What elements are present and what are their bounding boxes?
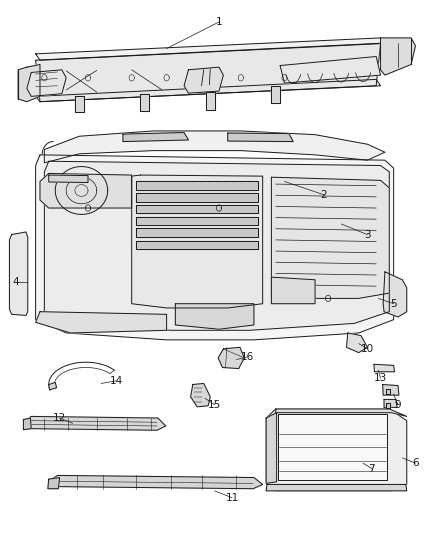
Polygon shape [141,94,149,111]
Polygon shape [136,228,258,237]
Polygon shape [132,175,263,308]
Polygon shape [136,241,258,249]
Polygon shape [218,348,244,368]
Polygon shape [266,484,407,491]
Text: 15: 15 [208,400,221,410]
Polygon shape [49,175,88,182]
Polygon shape [386,389,390,394]
Polygon shape [383,272,407,317]
Polygon shape [136,216,258,225]
Text: 6: 6 [412,458,419,468]
Polygon shape [44,161,389,330]
Text: 4: 4 [13,278,19,287]
Text: 5: 5 [390,298,397,309]
Polygon shape [266,409,407,491]
Polygon shape [272,277,315,304]
Text: 2: 2 [321,190,327,200]
Polygon shape [48,478,60,489]
Polygon shape [228,133,293,142]
Polygon shape [276,409,407,416]
Text: 10: 10 [361,344,374,354]
Polygon shape [272,86,280,103]
Text: 14: 14 [110,376,123,386]
Polygon shape [75,96,84,112]
Polygon shape [49,475,263,489]
Polygon shape [35,43,381,102]
Text: 3: 3 [364,230,371,240]
Text: 12: 12 [53,413,66,423]
Polygon shape [35,155,394,340]
Polygon shape [280,56,381,83]
Polygon shape [184,67,223,93]
Polygon shape [136,205,258,213]
Text: 7: 7 [368,464,375,473]
Polygon shape [49,382,57,390]
Polygon shape [386,402,390,408]
Polygon shape [374,365,395,372]
Text: 13: 13 [374,373,387,383]
Polygon shape [35,38,389,60]
Polygon shape [27,70,66,96]
Polygon shape [136,193,258,201]
Polygon shape [381,38,416,75]
Polygon shape [25,416,166,430]
Text: 9: 9 [395,400,401,410]
Polygon shape [272,177,389,298]
Polygon shape [23,418,31,430]
Polygon shape [384,399,397,407]
Polygon shape [35,79,381,102]
Polygon shape [44,131,385,163]
Polygon shape [346,333,367,353]
Polygon shape [383,384,399,395]
Polygon shape [136,181,258,190]
Polygon shape [35,312,166,333]
Polygon shape [175,304,254,329]
Text: 1: 1 [215,17,223,27]
Polygon shape [123,133,188,142]
Polygon shape [40,173,132,208]
Text: 16: 16 [241,352,254,362]
Polygon shape [206,92,215,110]
Text: 11: 11 [226,492,239,503]
Polygon shape [18,64,40,102]
Polygon shape [191,383,210,407]
Polygon shape [278,414,387,480]
Polygon shape [266,413,277,483]
Polygon shape [10,232,28,316]
